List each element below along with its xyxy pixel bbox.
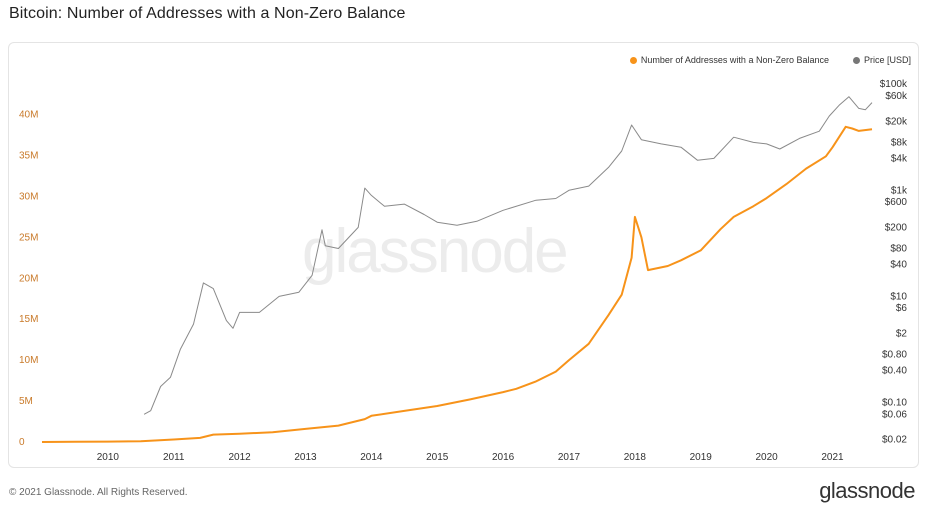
legend-dot-price: [852, 56, 860, 64]
x-axis-tick-label: 2010: [97, 452, 120, 463]
right-axis-tick-label: $200: [885, 222, 908, 233]
series-line-addresses: [41, 125, 873, 443]
x-axis-tick-label: 2016: [492, 452, 515, 463]
left-axis-tick-label: 35M: [19, 150, 38, 161]
right-axis-tick-label: $1k: [891, 185, 908, 196]
left-axis-tick-label: 5M: [19, 396, 33, 407]
x-axis-tick-label: 2014: [360, 452, 383, 463]
right-axis-tick-label: $0.06: [882, 409, 907, 420]
right-axis-tick-label: $60k: [885, 91, 908, 102]
right-axis-tick-label: $2: [896, 328, 908, 339]
copyright-text: © 2021 Glassnode. All Rights Reserved.: [9, 487, 188, 498]
right-axis-tick-label: $6: [896, 303, 908, 314]
left-axis-tick-label: 15M: [19, 314, 38, 325]
right-axis-tick-label: $0.02: [882, 435, 907, 446]
x-axis-tick-label: 2012: [228, 452, 251, 463]
chart-title: Bitcoin: Number of Addresses with a Non-…: [9, 5, 406, 22]
chart-panel: [8, 42, 919, 468]
right-axis-tick-label: $40: [890, 259, 907, 270]
right-axis-tick-label: $10: [890, 291, 907, 302]
x-axis-tick-label: 2018: [624, 452, 647, 463]
x-axis-tick-label: 2013: [294, 452, 317, 463]
legend-dot-addresses: [629, 56, 637, 64]
left-axis-tick-label: 20M: [19, 273, 38, 284]
x-axis-tick-label: 2020: [755, 452, 778, 463]
right-axis-tick-label: $600: [885, 197, 908, 208]
series-line-price: [143, 96, 873, 415]
left-axis-tick-label: 30M: [19, 191, 38, 202]
legend: Number of Addresses with a Non-Zero Bala…: [629, 55, 911, 65]
legend-item-addresses[interactable]: Number of Addresses with a Non-Zero Bala…: [629, 55, 829, 65]
right-axis-tick-label: $100k: [880, 79, 908, 90]
chart-svg: 0 5M 10M 15M 20M 25M 30M 35M 40M $0.02 $0.06$0.10 $…: [19, 79, 908, 463]
x-axis-tick-label: 2011: [163, 452, 185, 463]
legend-item-price[interactable]: Price [USD]: [852, 55, 911, 65]
x-axis-tick-label: 2017: [558, 452, 581, 463]
x-axis-tick-label: 2015: [426, 452, 449, 463]
left-axis-tick-label: 40M: [19, 110, 38, 121]
right-axis-tick-label: $80: [890, 243, 907, 254]
right-axis-tick-label: $0.10: [882, 397, 907, 408]
right-axis-tick-label: $0.80: [882, 350, 907, 361]
left-axis-tick-label: 25M: [19, 232, 38, 243]
left-axis-tick-label: 0: [19, 437, 25, 448]
x-axis-tick-label: 2021: [821, 452, 844, 463]
left-axis-tick-label: 10M: [19, 355, 38, 366]
brand-logo: glassnode: [819, 478, 915, 503]
legend-label-price: Price [USD]: [863, 55, 911, 65]
right-axis-tick-label: $0.40: [882, 366, 907, 377]
legend-label-addresses: Number of Addresses with a Non-Zero Bala…: [640, 55, 829, 65]
right-axis-tick-label: $20k: [885, 116, 908, 127]
right-axis-tick-label: $8k: [891, 137, 908, 148]
right-axis-tick-label: $4k: [891, 153, 908, 164]
x-axis-tick-label: 2019: [690, 452, 713, 463]
